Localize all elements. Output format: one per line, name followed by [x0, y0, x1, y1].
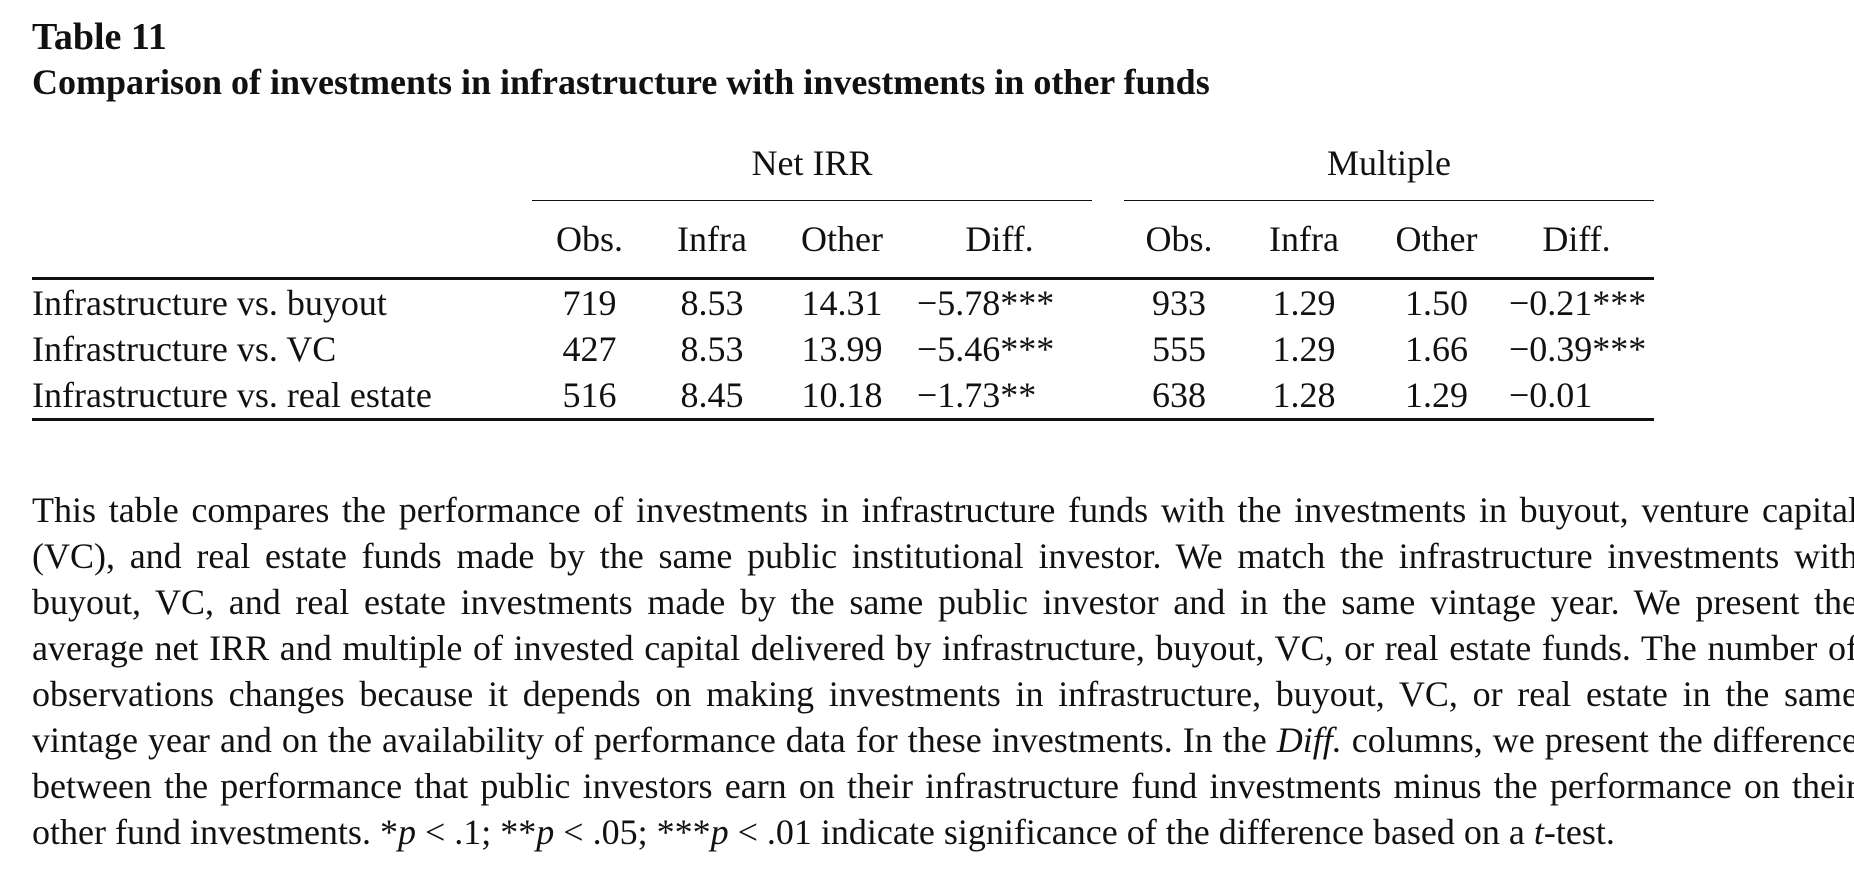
irr-obs: 719 [532, 277, 647, 326]
table-label: Table 11 [32, 16, 167, 58]
table-block: Table 11 Comparison of investments in in… [32, 14, 1854, 852]
row-label: Infrastructure vs. buyout [32, 277, 532, 326]
note-p-symbol: p [710, 812, 729, 852]
table-note: This table compares the performance of i… [32, 487, 1854, 855]
multiple-rule [1124, 200, 1654, 201]
group-rule-row [32, 200, 1654, 201]
irr-infra: 8.53 [647, 277, 777, 326]
group-header-multiple: Multiple [1327, 143, 1451, 183]
col-header-diff: Diff. [1542, 219, 1611, 259]
results-table: Net IRR Multiple Obs. Infra Other Diff. … [32, 126, 1654, 421]
table-row: Infrastructure vs. VC 427 8.53 13.99 −5.… [32, 326, 1654, 372]
note-p-symbol: p [536, 812, 555, 852]
col-header-obs: Obs. [1145, 219, 1213, 259]
group-header-net-irr: Net IRR [751, 143, 873, 183]
irr-diff: −5.78*** [907, 277, 1092, 326]
note-text: This table compares the performance of i… [32, 490, 1854, 760]
col-header-diff: Diff. [965, 219, 1034, 259]
row-label: Infrastructure vs. VC [32, 329, 337, 369]
irr-other: 10.18 [777, 372, 907, 421]
multiple-diff: −0.39*** [1509, 329, 1647, 369]
note-text: < .05; *** [554, 812, 711, 852]
irr-infra: 8.53 [680, 329, 744, 369]
table-row: Infrastructure vs. buyout 719 8.53 14.31… [32, 277, 1654, 326]
note-text: -test. [1543, 812, 1615, 852]
multiple-obs: 933 [1124, 277, 1234, 326]
multiple-diff: −0.21*** [1499, 277, 1654, 326]
multiple-infra: 1.29 [1234, 277, 1374, 326]
row-label: Infrastructure vs. real estate [32, 372, 532, 421]
irr-infra: 8.45 [647, 372, 777, 421]
multiple-obs: 638 [1124, 372, 1234, 421]
multiple-infra: 1.29 [1272, 329, 1336, 369]
note-p-symbol: p [397, 812, 416, 852]
irr-other: 14.31 [777, 277, 907, 326]
note-text: < .01 indicate significance of the diffe… [728, 812, 1534, 852]
note-t-symbol: t [1533, 812, 1544, 852]
irr-other: 13.99 [801, 329, 883, 369]
col-header-obs: Obs. [555, 219, 623, 259]
irr-diff: −1.73** [907, 372, 1092, 421]
group-header-row: Net IRR Multiple [32, 126, 1654, 201]
note-diff-term: Diff. [1276, 720, 1342, 760]
multiple-obs: 555 [1152, 329, 1206, 369]
col-header-infra: Infra [1269, 219, 1339, 259]
col-header-other: Other [801, 219, 883, 259]
note-text: columns, we present the difference betwe… [32, 720, 1854, 852]
col-header-infra: Infra [677, 219, 747, 259]
net-irr-rule [532, 200, 1092, 201]
multiple-other: 1.50 [1374, 277, 1499, 326]
note-text: < .1; ** [415, 812, 537, 852]
table-title: Comparison of investments in infrastruct… [32, 62, 1210, 102]
irr-obs: 427 [562, 329, 617, 369]
column-header-row: Obs. Infra Other Diff. Obs. Infra Other … [32, 201, 1654, 279]
table-row: Infrastructure vs. real estate 516 8.45 … [32, 372, 1654, 421]
multiple-other: 1.66 [1405, 329, 1468, 369]
multiple-diff: −0.01 [1499, 372, 1654, 421]
multiple-other: 1.29 [1374, 372, 1499, 421]
irr-obs: 516 [532, 372, 647, 421]
multiple-infra: 1.28 [1234, 372, 1374, 421]
irr-diff: −5.46*** [917, 329, 1055, 369]
col-header-other: Other [1395, 219, 1478, 259]
